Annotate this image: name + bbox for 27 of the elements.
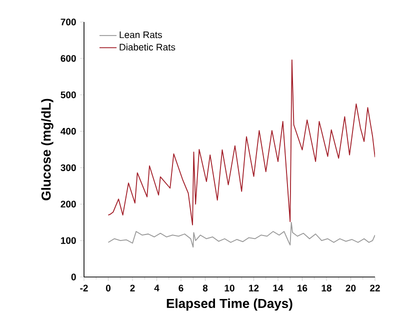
y-tick-label: 300 — [60, 164, 76, 172]
y-axis-title: Glucose (mg/dL) — [41, 98, 54, 200]
x-tick-label: 8 — [202, 284, 208, 292]
line-series — [108, 59, 375, 226]
y-tick-label: 0 — [71, 274, 76, 280]
x-axis-title: Elapsed Time (Days) — [166, 298, 292, 311]
y-tick-label: 600 — [60, 55, 76, 62]
x-tick-label: 16 — [298, 284, 308, 292]
x-tick-label: 2 — [130, 284, 135, 292]
x-tick-label: 6 — [178, 284, 184, 292]
x-tick-label: 20 — [346, 284, 356, 292]
x-tick-label: -2 — [80, 284, 88, 292]
x-tick-label: 12 — [249, 284, 259, 292]
x-tick-label: 14 — [273, 284, 284, 292]
y-tick-label: 100 — [61, 237, 76, 244]
y-tick-label: 400 — [60, 128, 76, 135]
legend-label: Lean Rats — [120, 32, 162, 38]
x-tick-label: 22 — [370, 284, 380, 292]
y-tick-label: 700 — [60, 18, 76, 26]
x-tick-label: 10 — [224, 284, 234, 292]
x-tick-label: 4 — [154, 284, 160, 292]
legend-label: Diabetic Rats — [120, 44, 176, 51]
x-tick-label: 0 — [106, 284, 111, 292]
y-tick-label: 500 — [60, 91, 76, 98]
line-series — [108, 222, 375, 248]
y-tick-label: 200 — [60, 200, 76, 208]
x-tick-label: 18 — [322, 284, 332, 292]
